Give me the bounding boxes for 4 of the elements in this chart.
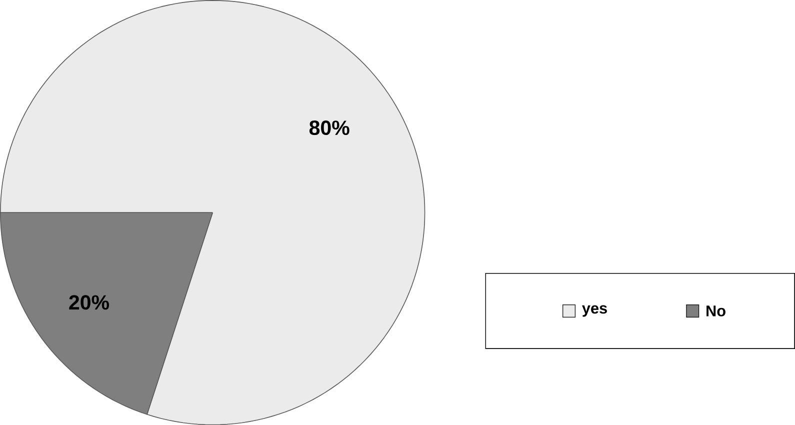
legend-label: No: [706, 306, 726, 316]
legend-label: yes: [582, 305, 607, 317]
data-label: 80%: [309, 120, 350, 135]
data-label: 20%: [69, 295, 109, 310]
